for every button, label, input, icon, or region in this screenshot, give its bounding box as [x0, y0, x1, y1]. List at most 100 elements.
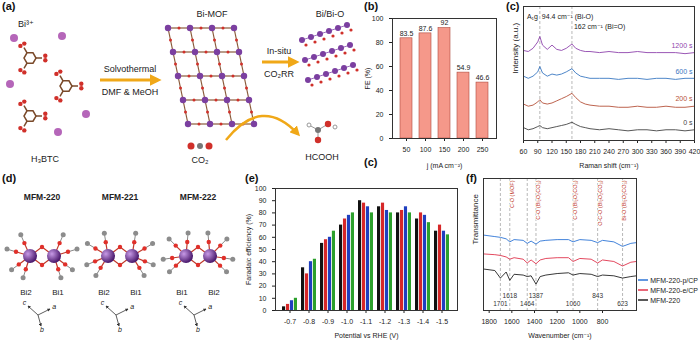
- svg-text:1400: 1400: [527, 318, 543, 325]
- svg-text:40: 40: [376, 87, 384, 94]
- svg-text:150: 150: [439, 146, 451, 153]
- svg-text:MFM-222: MFM-222: [180, 192, 217, 202]
- svg-text:50: 50: [259, 246, 267, 253]
- svg-text:-1.2: -1.2: [379, 318, 391, 325]
- svg-text:200: 200: [458, 146, 470, 153]
- svg-text:1600: 1600: [504, 318, 520, 325]
- svg-text:Bi2: Bi2: [208, 288, 220, 297]
- svg-text:-1.4: -1.4: [417, 318, 429, 325]
- svg-text:200 s: 200 s: [675, 95, 693, 102]
- svg-text:250: 250: [477, 146, 489, 153]
- svg-text:60: 60: [520, 148, 528, 155]
- svg-text:1060: 1060: [566, 300, 581, 307]
- svg-text:240: 240: [603, 148, 615, 155]
- svg-text:In-situ: In-situ: [267, 46, 292, 56]
- svg-text:C-O (Bi₂O₂CO₃): C-O (Bi₂O₂CO₃): [572, 180, 578, 219]
- svg-text:0: 0: [380, 135, 384, 142]
- svg-text:C-O (MOF): C-O (MOF): [509, 180, 515, 208]
- svg-text:40: 40: [259, 258, 267, 265]
- svg-text:Bi-MOF: Bi-MOF: [197, 9, 228, 19]
- svg-text:92: 92: [441, 19, 449, 26]
- svg-text:623: 623: [617, 300, 628, 307]
- svg-text:54.9: 54.9: [457, 64, 471, 71]
- svg-text:Raman shift (cm⁻¹): Raman shift (cm⁻¹): [579, 162, 638, 170]
- svg-text:-0.9: -0.9: [322, 318, 334, 325]
- svg-text:MFM-220: MFM-220: [24, 192, 61, 202]
- svg-text:20: 20: [259, 282, 267, 289]
- svg-text:1387: 1387: [529, 292, 544, 299]
- svg-text:0 s: 0 s: [683, 119, 693, 126]
- svg-text:Bi2: Bi2: [98, 288, 110, 297]
- svg-text:100: 100: [255, 185, 267, 192]
- svg-text:60: 60: [259, 234, 267, 241]
- svg-text:H₃BTC: H₃BTC: [31, 154, 60, 164]
- svg-text:150: 150: [560, 148, 572, 155]
- svg-text:j (mA cm⁻²): j (mA cm⁻²): [426, 162, 463, 170]
- svg-text:Bi2: Bi2: [20, 288, 32, 297]
- svg-text:0: 0: [263, 307, 267, 314]
- svg-text:a: a: [208, 303, 212, 310]
- svg-text:b: b: [40, 326, 44, 333]
- svg-text:90: 90: [534, 148, 542, 155]
- svg-text:1618: 1618: [503, 292, 518, 299]
- svg-text:Potential vs RHE (V): Potential vs RHE (V): [334, 332, 398, 340]
- svg-text:87.6: 87.6: [419, 25, 433, 32]
- svg-text:10: 10: [259, 295, 267, 302]
- svg-text:Intensity (a.u.): Intensity (a.u.): [511, 22, 520, 73]
- svg-text:-0.8: -0.8: [303, 318, 315, 325]
- svg-text:1701: 1701: [493, 300, 508, 307]
- svg-text:70: 70: [259, 221, 267, 228]
- svg-text:46.6: 46.6: [476, 74, 490, 81]
- svg-text:100: 100: [420, 146, 432, 153]
- svg-text:CO₂: CO₂: [192, 155, 210, 165]
- svg-text:b: b: [196, 326, 200, 333]
- svg-text:Wavenumber (cm⁻¹): Wavenumber (cm⁻¹): [528, 332, 591, 340]
- svg-text:DMF & MeOH: DMF & MeOH: [102, 87, 159, 97]
- svg-text:c: c: [23, 299, 27, 306]
- svg-text:20: 20: [376, 111, 384, 118]
- svg-text:Faradaic efficiency (%): Faradaic efficiency (%): [245, 214, 253, 285]
- svg-text:Bi-O (Bi₂O₂CO₃): Bi-O (Bi₂O₂CO₃): [621, 180, 627, 220]
- svg-text:270: 270: [617, 148, 629, 155]
- svg-text:100: 100: [372, 15, 384, 22]
- svg-text:180: 180: [575, 148, 587, 155]
- svg-text:30: 30: [259, 270, 267, 277]
- svg-text:120: 120: [546, 148, 558, 155]
- svg-text:1200 s: 1200 s: [671, 42, 693, 49]
- svg-text:C-O (Bi₂O₂CO₃): C-O (Bi₂O₂CO₃): [535, 180, 541, 219]
- svg-text:-1.3: -1.3: [398, 318, 410, 325]
- svg-text:162 cm⁻¹ (Bi=O): 162 cm⁻¹ (Bi=O): [574, 23, 625, 31]
- svg-text:Bi1: Bi1: [130, 288, 142, 297]
- svg-text:c: c: [179, 299, 183, 306]
- svg-text:Bi1: Bi1: [52, 288, 64, 297]
- svg-text:300: 300: [632, 148, 644, 155]
- svg-text:800: 800: [597, 318, 609, 325]
- svg-text:1464: 1464: [520, 300, 535, 307]
- svg-text:330: 330: [646, 148, 658, 155]
- svg-text:a: a: [52, 303, 56, 310]
- svg-text:600 s: 600 s: [675, 68, 693, 75]
- svg-text:360: 360: [660, 148, 672, 155]
- svg-text:-0.7: -0.7: [284, 318, 296, 325]
- svg-text:90: 90: [259, 197, 267, 204]
- svg-text:50: 50: [403, 146, 411, 153]
- svg-text:-1.1: -1.1: [360, 318, 372, 325]
- svg-text:HCOOH: HCOOH: [305, 152, 339, 162]
- svg-text:Bi³⁺: Bi³⁺: [18, 19, 34, 29]
- svg-text:Solvothermal: Solvothermal: [104, 64, 157, 74]
- svg-text:390: 390: [674, 148, 686, 155]
- svg-text:a: a: [130, 303, 134, 310]
- svg-text:-1.0: -1.0: [341, 318, 353, 325]
- svg-text:Bi1: Bi1: [176, 288, 188, 297]
- svg-text:210: 210: [589, 148, 601, 155]
- svg-text:80: 80: [259, 209, 267, 216]
- svg-text:1200: 1200: [549, 318, 565, 325]
- svg-text:-1.5: -1.5: [436, 318, 448, 325]
- svg-text:1800: 1800: [481, 318, 497, 325]
- svg-text:94.4 cm⁻¹ (Bi-O): 94.4 cm⁻¹ (Bi-O): [542, 13, 594, 21]
- svg-text:83.5: 83.5: [400, 30, 414, 37]
- svg-text:80: 80: [376, 39, 384, 46]
- svg-text:60: 60: [376, 63, 384, 70]
- svg-text:1000: 1000: [572, 318, 588, 325]
- svg-text:Transmittance: Transmittance: [471, 194, 480, 245]
